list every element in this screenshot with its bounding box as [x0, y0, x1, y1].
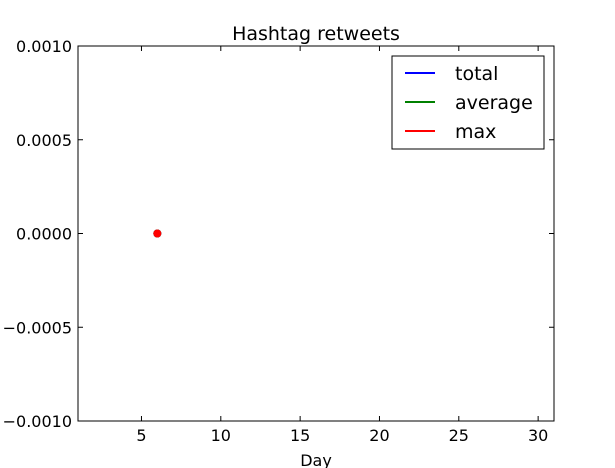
x-tick-label: 30 [528, 426, 548, 445]
legend: total average max [391, 55, 545, 150]
legend-label-max: max [455, 121, 496, 143]
x-axis-label: Day [300, 451, 332, 468]
y-tick-label: −0.0005 [3, 318, 72, 337]
series-max-point [153, 229, 162, 238]
y-tick-label: 0.0005 [16, 131, 72, 150]
legend-label-average: average [455, 92, 533, 114]
x-tick-label: 5 [136, 426, 146, 445]
legend-label-total: total [455, 63, 498, 85]
plot-frame [77, 45, 555, 422]
x-tick-label: 15 [290, 426, 310, 445]
chart-title: Hashtag retweets [232, 23, 400, 45]
y-tick-label: 0.0010 [16, 37, 72, 56]
y-tick-label: 0.0000 [16, 225, 72, 244]
x-tick-label: 10 [211, 426, 231, 445]
y-tick-label: −0.0010 [3, 412, 72, 431]
x-tick-label: 25 [449, 426, 469, 445]
y-axis: 0.0010 0.0005 0.0000 −0.0005 −0.0010 [3, 37, 554, 431]
x-axis: 5 10 15 20 25 30 [136, 46, 548, 445]
x-tick-label: 20 [369, 426, 389, 445]
series-layer [153, 229, 162, 238]
